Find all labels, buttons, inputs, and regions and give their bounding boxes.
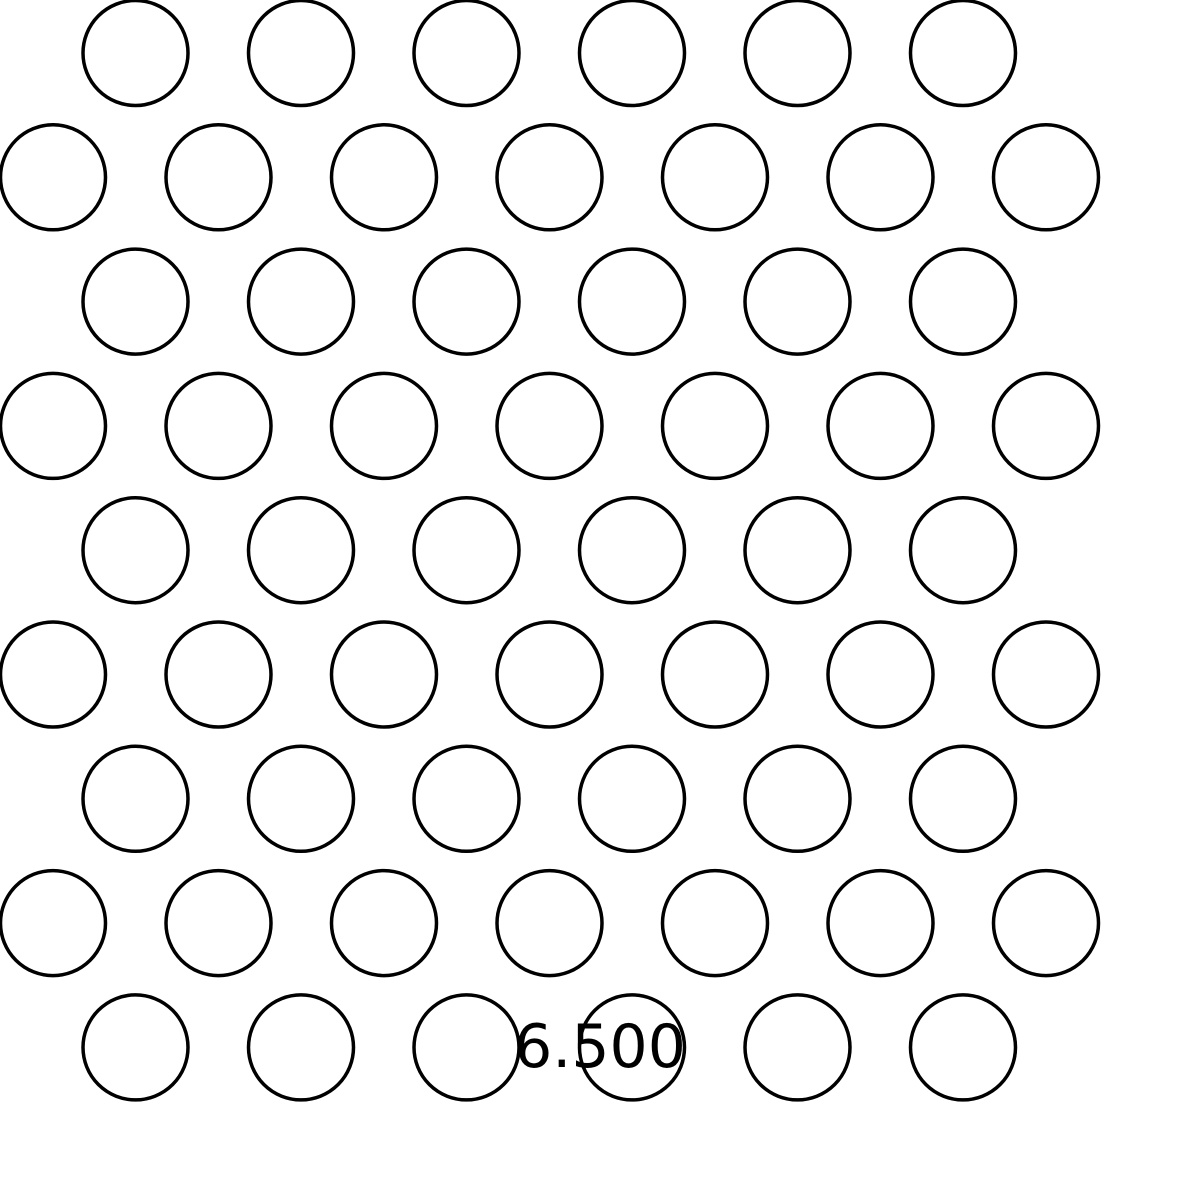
- hole-circle: [826, 868, 935, 978]
- hole-circle: [991, 123, 1101, 232]
- hole-circle: [412, 744, 521, 854]
- hole-circle: [577, 247, 687, 356]
- hole-circle: [908, 993, 1018, 1102]
- hole-circle: [412, 495, 521, 605]
- hole-circle: [743, 993, 852, 1102]
- hole-circle: [577, 744, 687, 854]
- hole-circle: [826, 123, 935, 232]
- hole-circle: [743, 744, 852, 854]
- hole-circle: [991, 371, 1101, 481]
- hole-circle: [246, 0, 356, 108]
- hole-circle: [164, 620, 273, 729]
- hole-circle: [0, 868, 108, 978]
- hole-circle: [81, 495, 190, 605]
- hole-circle: [0, 620, 108, 729]
- hole-circle: [743, 247, 852, 356]
- hole-circle: [329, 868, 439, 978]
- hole-circle: [0, 123, 108, 232]
- hole-circle: [412, 0, 521, 108]
- hole-circle: [743, 0, 852, 108]
- hole-circle: [329, 620, 439, 729]
- hole-circle: [81, 247, 190, 356]
- hole-circle: [412, 993, 521, 1102]
- hole-circle: [495, 371, 604, 481]
- hole-circle: [991, 620, 1101, 729]
- hole-circle: [577, 495, 687, 605]
- hole-circle: [577, 993, 687, 1102]
- hole-circle: [495, 620, 604, 729]
- hole-circle: [81, 744, 190, 854]
- hole-circle: [577, 0, 687, 108]
- hole-circle: [246, 744, 356, 854]
- hole-circle: [164, 371, 273, 481]
- hole-circle: [660, 371, 770, 481]
- hole-circle: [0, 371, 108, 481]
- hole-circle: [246, 247, 356, 356]
- hole-circle: [495, 868, 604, 978]
- hole-circle: [246, 495, 356, 605]
- hole-circle: [495, 123, 604, 232]
- hole-circle: [660, 868, 770, 978]
- hole-circle: [991, 868, 1101, 978]
- hole-circle: [660, 620, 770, 729]
- dimension-label: 6.500: [514, 1012, 686, 1082]
- hole-circle: [908, 0, 1018, 108]
- hole-circle: [826, 371, 935, 481]
- hole-circle: [743, 495, 852, 605]
- hole-circle: [826, 620, 935, 729]
- hole-circle: [164, 868, 273, 978]
- hole-circle: [329, 371, 439, 481]
- hole-grid: [0, 0, 1101, 1102]
- hole-circle: [246, 993, 356, 1102]
- hole-circle: [329, 123, 439, 232]
- hole-circle: [660, 123, 770, 232]
- hole-circle: [164, 123, 273, 232]
- hole-circle: [412, 247, 521, 356]
- hole-circle: [81, 0, 190, 108]
- hole-circle: [908, 247, 1018, 356]
- hole-circle: [81, 993, 190, 1102]
- hole-circle: [908, 495, 1018, 605]
- hole-circle: [908, 744, 1018, 854]
